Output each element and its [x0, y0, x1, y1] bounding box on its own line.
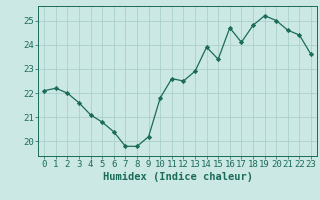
X-axis label: Humidex (Indice chaleur): Humidex (Indice chaleur): [103, 172, 252, 182]
